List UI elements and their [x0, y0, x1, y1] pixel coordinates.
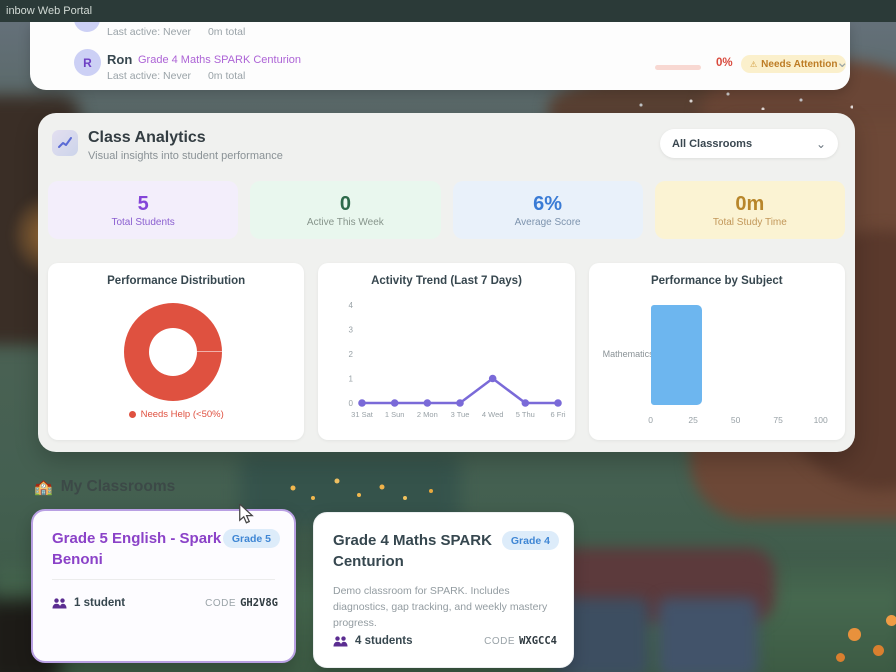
school-icon: 🏫 [34, 479, 53, 496]
warning-icon: ⚠ [750, 59, 758, 69]
people-icon [333, 635, 348, 646]
chevron-down-icon: ⌄ [815, 136, 826, 151]
mouse-cursor [239, 504, 254, 524]
section-title: Class Analytics [88, 129, 206, 146]
classroom-title[interactable]: Grade 5 English - Spark Benoni [52, 530, 222, 568]
status-badge: ⚠ Needs Attention [741, 55, 847, 73]
svg-text:0: 0 [349, 399, 354, 408]
donut-chart [124, 303, 222, 401]
class-analytics-card: Class Analytics Visual insights into stu… [38, 113, 855, 452]
svg-text:4: 4 [349, 301, 354, 310]
classroom-card-grade5-english[interactable]: Grade 5 English - Spark Benoni Grade 5 1… [31, 509, 296, 663]
chart-icon [52, 130, 78, 156]
section-subtitle: Visual insights into student performance [88, 150, 283, 162]
stat-average-score: 6% Average Score [452, 181, 643, 239]
svg-text:31 Sat: 31 Sat [351, 410, 374, 419]
selected-classroom: All Classrooms [672, 137, 753, 150]
donut-legend: Needs Help (<50%) [48, 409, 304, 420]
bar-plot-area [650, 301, 821, 409]
classroom-card-grade4-maths[interactable]: Grade 4 Maths SPARK Centurion Grade 4 De… [313, 512, 574, 668]
subject-bar [650, 305, 702, 405]
divider [52, 579, 275, 580]
avatar [74, 22, 100, 32]
score-value: 0% [716, 57, 733, 69]
classroom-footer: 1 student CODE GH2V8G [52, 597, 278, 609]
classroom-footer: 4 students CODE WXGCC4 [333, 635, 557, 647]
classroom-code: CODE GH2V8G [205, 597, 278, 609]
svg-text:2 Mon: 2 Mon [417, 410, 438, 419]
stat-active-this-week: 0 Active This Week [250, 181, 441, 239]
svg-text:1 Sun: 1 Sun [385, 410, 405, 419]
performance-by-subject-chart: Performance by Subject Mathematics 0 25 50… [588, 263, 845, 440]
svg-text:5 Thu: 5 Thu [516, 410, 535, 419]
grade-badge: Grade 5 [222, 529, 280, 548]
classroom-filter-select[interactable]: All Classrooms ⌄ [660, 129, 838, 158]
classroom-title[interactable]: Grade 4 Maths SPARK Centurion [333, 532, 492, 570]
avatar: R [74, 49, 101, 76]
student-name: Ron [107, 52, 133, 67]
stat-total-students: 5 Total Students [48, 181, 239, 239]
svg-text:6 Fri: 6 Fri [551, 410, 566, 419]
window-title-bar: inbow Web Portal [0, 0, 896, 22]
student-row-ron[interactable]: R Ron Grade 4 Maths SPARK Centurion Last… [30, 44, 850, 90]
bar-category-label: Mathematics [602, 349, 654, 359]
chevron-down-icon[interactable]: ⌄ [836, 54, 849, 71]
my-classrooms-header: 🏫 My Classrooms [34, 478, 175, 496]
bar-axis-ticks: 0 25 50 75 100 [648, 415, 828, 425]
score-progress-bar [655, 65, 701, 70]
stats-row: 5 Total Students 0 Active This Week 6% A… [48, 181, 845, 239]
student-classroom-link[interactable]: Grade 4 Maths SPARK Centurion [138, 54, 302, 66]
svg-text:2: 2 [349, 350, 354, 359]
stat-total-study-time: 0m Total Study Time [654, 181, 845, 239]
student-list-card: Last active: Never 0m total R Ron Grade … [30, 22, 850, 90]
classroom-description: Demo classroom for SPARK. Includes diagn… [333, 585, 548, 629]
charts-row: Performance Distribution Needs Help (<50… [48, 263, 845, 440]
activity-line-chart-svg: 0 1 2 3 4 31 Sat 1 Sun 2 Mon 3 Tue 4 Wed 5 Thu 6 Fr… [349, 301, 566, 419]
svg-text:3 Tue: 3 Tue [451, 410, 470, 419]
window-title: inbow Web Portal [6, 5, 93, 17]
classroom-code: CODE WXGCC4 [484, 635, 557, 647]
students-count: 1 student [52, 597, 205, 609]
performance-distribution-chart: Performance Distribution Needs Help (<50… [48, 263, 305, 440]
svg-text:4 Wed: 4 Wed [482, 410, 504, 419]
legend-dot [128, 411, 136, 418]
svg-text:3: 3 [349, 326, 354, 335]
grade-badge: Grade 4 [501, 531, 559, 550]
activity-trend-chart: Activity Trend (Last 7 Days) 0 1 2 3 4 31 Sat… [318, 263, 575, 440]
people-icon [52, 597, 67, 608]
student-meta-partial: Last active: Never 0m total [107, 26, 246, 38]
svg-text:1: 1 [349, 375, 354, 384]
character-leg [658, 598, 758, 672]
student-meta: Last active: Never 0m total [107, 70, 246, 82]
my-classrooms-title: My Classrooms [60, 478, 176, 495]
students-count: 4 students [333, 635, 484, 647]
